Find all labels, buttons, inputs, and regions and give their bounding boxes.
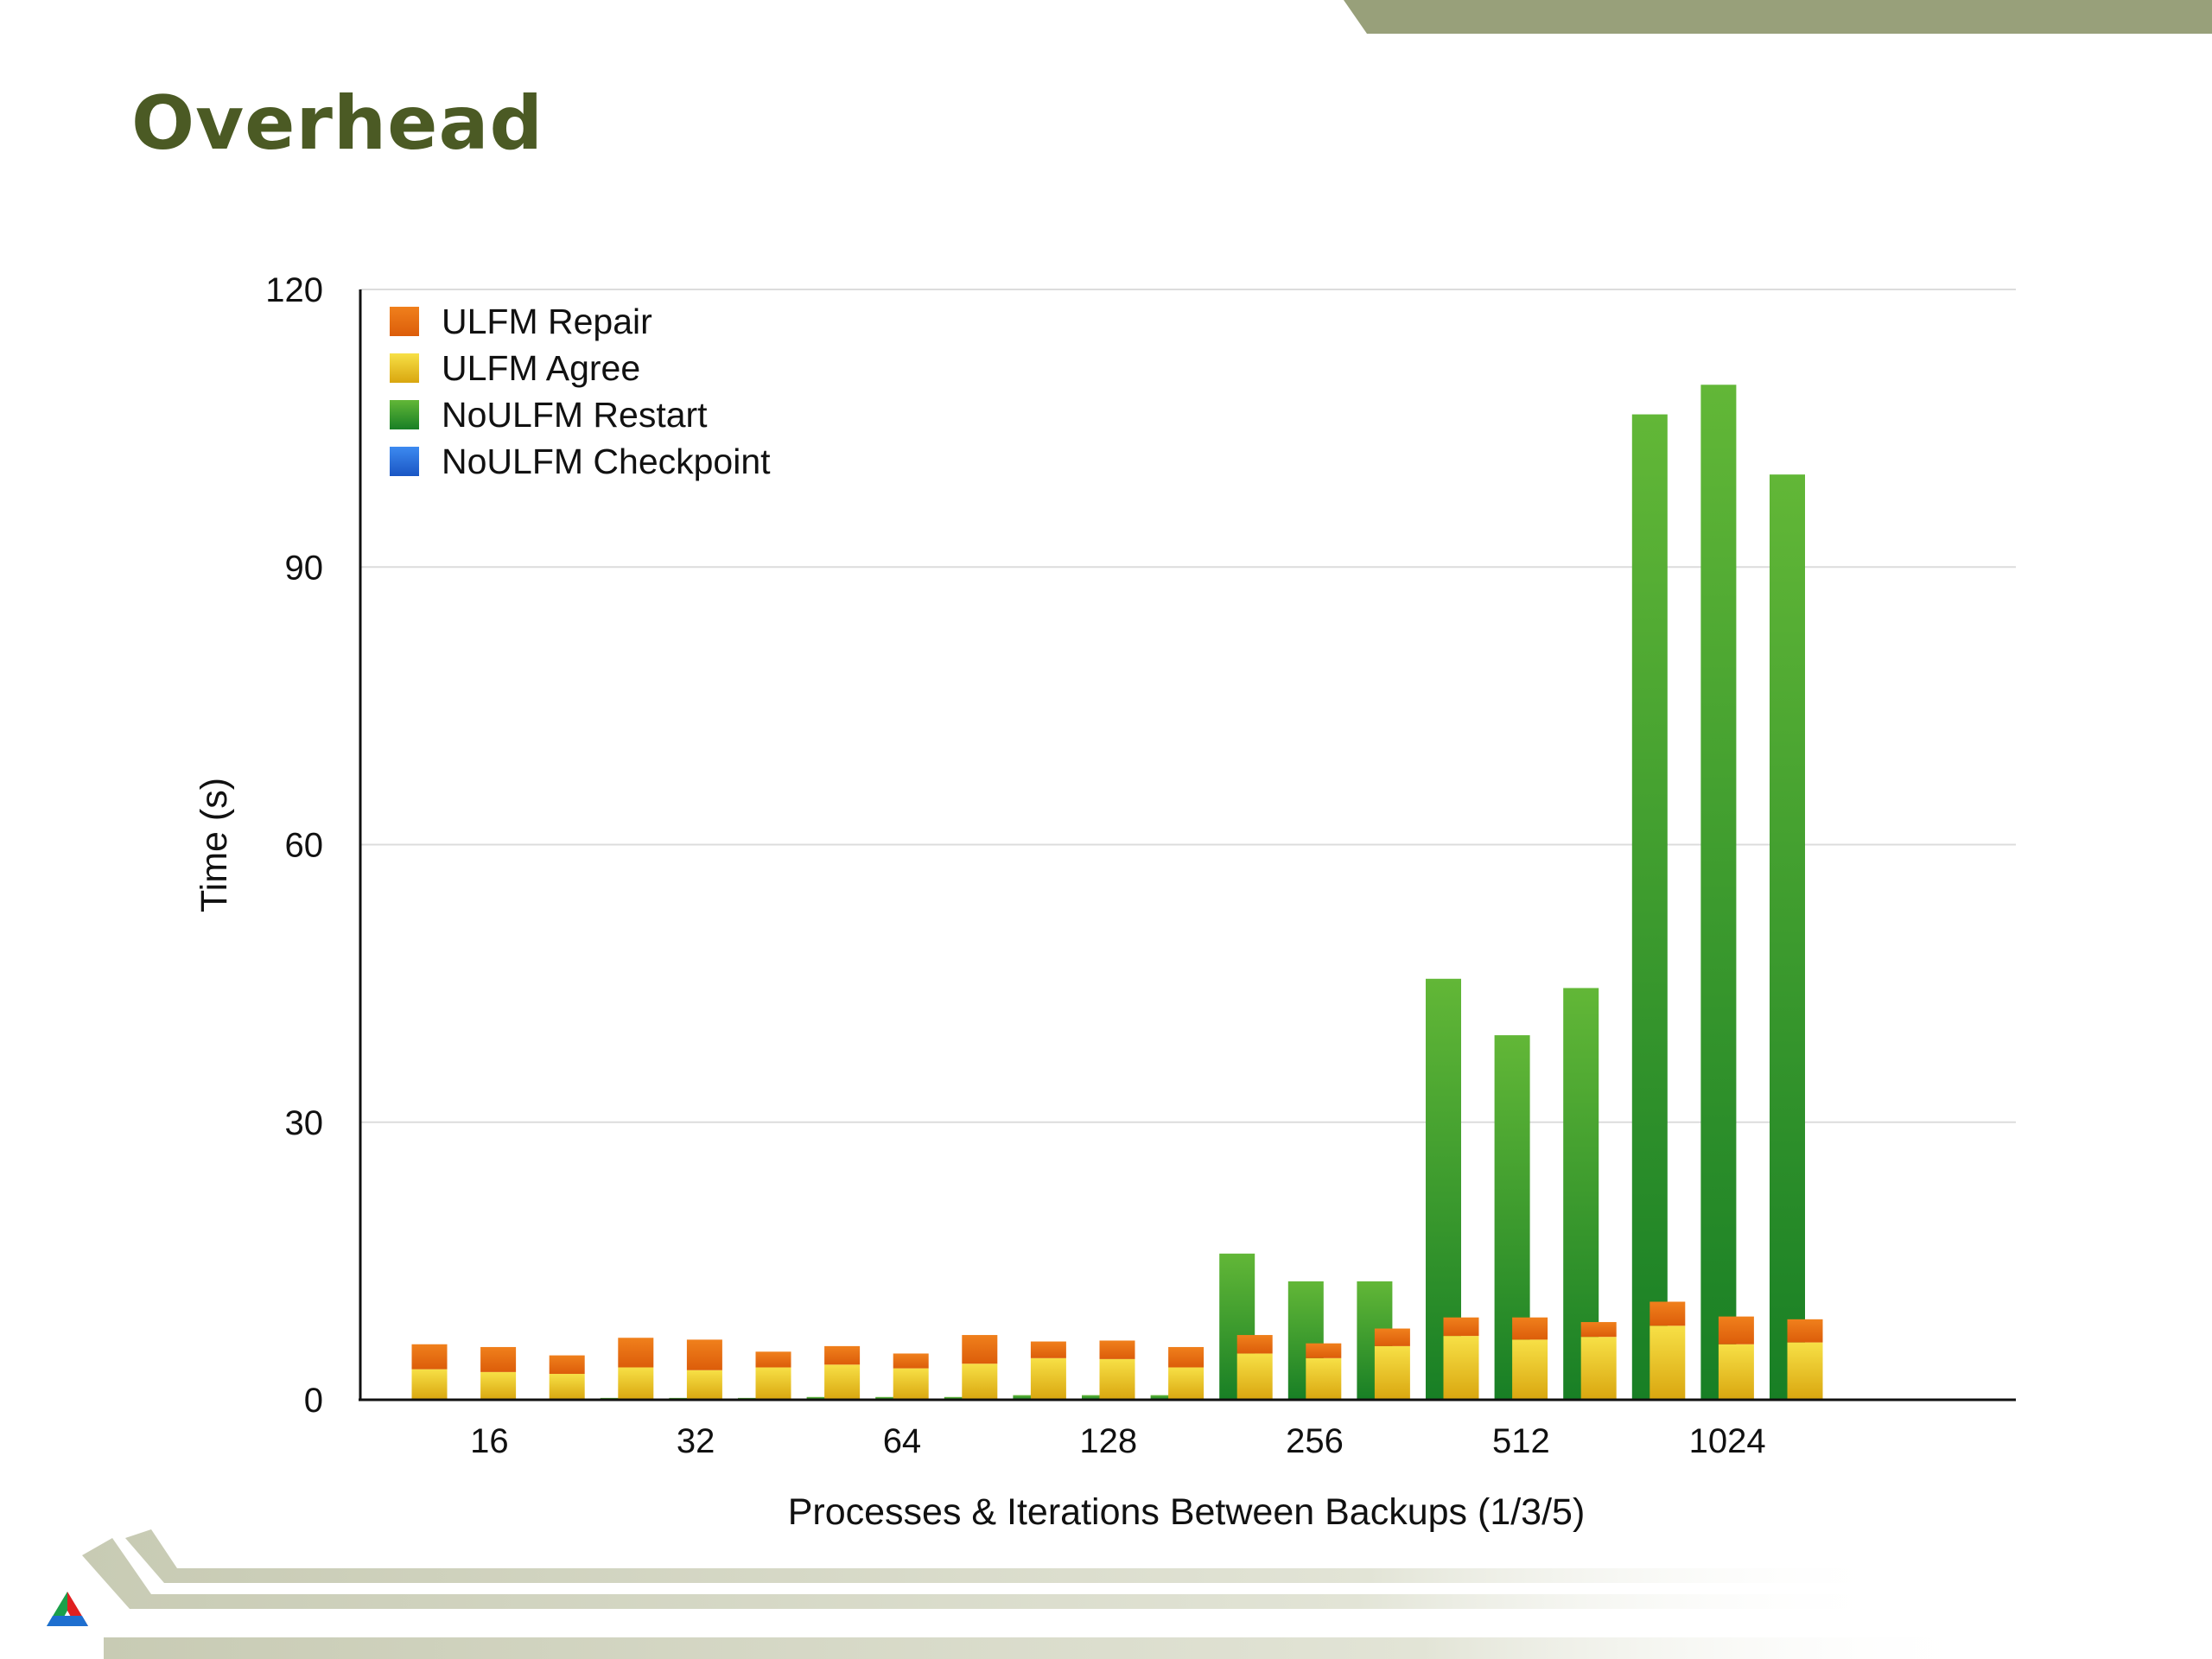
legend-label-noulfm-checkpoint: NoULFM Checkpoint	[442, 442, 771, 481]
bar-ulfm-agree	[1787, 1342, 1823, 1400]
bar-stack	[1770, 474, 1823, 1400]
y-tick-label: 30	[285, 1104, 324, 1142]
bar-ulfm-repair	[618, 1338, 654, 1368]
bar-ulfm-agree	[1030, 1357, 1066, 1400]
header-decoration-band	[1344, 0, 2212, 34]
bar-ulfm-repair	[1443, 1317, 1479, 1337]
bar-stack	[549, 1355, 585, 1400]
slide-title: Overhead	[131, 80, 544, 167]
bar-stack	[411, 1344, 448, 1400]
bar-ulfm-repair	[1030, 1341, 1066, 1358]
legend-label-ulfm-agree: ULFM Agree	[442, 348, 640, 388]
legend-swatch-ulfm-repair	[390, 307, 419, 336]
bar-noulfm-restart	[1631, 414, 1668, 1400]
bar-noulfm-restart	[1770, 474, 1805, 1400]
x-tick-label: 512	[1492, 1422, 1550, 1460]
legend-swatch-ulfm-agree	[390, 353, 419, 383]
bar-ulfm-agree	[824, 1364, 861, 1400]
bar-ulfm-repair	[1649, 1301, 1686, 1326]
bar-stack	[1494, 1035, 1548, 1400]
bar-ulfm-agree	[1099, 1358, 1135, 1400]
bar-ulfm-repair	[1787, 1319, 1823, 1343]
bar-ulfm-agree	[686, 1370, 722, 1400]
x-tick-label: 128	[1079, 1422, 1137, 1460]
bar-ulfm-repair	[1099, 1340, 1135, 1359]
gridlines	[360, 289, 2016, 1123]
bar-ulfm-repair	[1580, 1322, 1617, 1338]
bar-ulfm-repair	[824, 1345, 861, 1365]
bar-ulfm-agree	[1168, 1367, 1205, 1400]
legend: ULFM Repair ULFM Agree NoULFM Restart NoULF…	[390, 302, 771, 481]
bar-ulfm-repair	[686, 1339, 722, 1370]
y-tick-label: 60	[285, 827, 324, 865]
bar-ulfm-repair	[480, 1346, 517, 1372]
bar-ulfm-agree	[755, 1367, 791, 1400]
x-tick-label: 256	[1286, 1422, 1344, 1460]
bar-ulfm-agree	[480, 1371, 517, 1400]
y-tick-label: 0	[304, 1382, 323, 1420]
bar-ulfm-repair	[755, 1351, 791, 1368]
bar-ulfm-agree	[1512, 1339, 1548, 1400]
y-tick-label: 90	[285, 549, 324, 587]
bar-stack	[1013, 1341, 1066, 1400]
bar-ulfm-agree	[411, 1369, 448, 1400]
bar-ulfm-agree	[893, 1368, 929, 1400]
bar-ulfm-agree	[1306, 1357, 1342, 1400]
bar-ulfm-agree	[1718, 1344, 1754, 1400]
bar-stack	[480, 1346, 517, 1400]
bar-ulfm-agree	[1374, 1345, 1410, 1400]
bar-ulfm-repair	[1236, 1335, 1273, 1354]
bar-ulfm-repair	[411, 1344, 448, 1370]
y-tick-label: 120	[265, 271, 323, 309]
bar-ulfm-agree	[1236, 1353, 1273, 1400]
bar-ulfm-repair	[1374, 1328, 1410, 1346]
bar-stack	[806, 1345, 861, 1400]
bar-ulfm-repair	[962, 1335, 998, 1364]
bar-stack	[1219, 1253, 1273, 1400]
footer-decoration	[82, 1529, 1987, 1659]
bar-ulfm-agree	[549, 1374, 585, 1400]
legend-swatch-noulfm-checkpoint	[390, 447, 419, 476]
legend-label-noulfm-restart: NoULFM Restart	[442, 395, 708, 435]
x-tick-label: 32	[677, 1422, 715, 1460]
bar-ulfm-agree	[1649, 1325, 1686, 1400]
bar-stack	[1082, 1340, 1135, 1400]
bar-stack	[1357, 1281, 1410, 1400]
bar-stack	[875, 1353, 929, 1400]
bar-ulfm-repair	[1168, 1346, 1205, 1368]
bar-stack	[738, 1351, 791, 1400]
legend-swatch-noulfm-restart	[390, 400, 419, 429]
bar-stack	[944, 1335, 998, 1400]
bar-ulfm-repair	[1306, 1343, 1342, 1358]
bar-groups	[411, 385, 1823, 1400]
bar-stack	[669, 1339, 722, 1400]
bar-stack	[1426, 978, 1479, 1400]
bar-ulfm-repair	[893, 1353, 929, 1369]
x-tick-label: 1024	[1689, 1422, 1766, 1460]
bar-ulfm-repair	[549, 1355, 585, 1375]
bar-stack	[1700, 385, 1754, 1400]
bar-ulfm-agree	[618, 1367, 654, 1400]
bar-stack	[600, 1338, 654, 1400]
bar-ulfm-agree	[962, 1363, 998, 1400]
bar-ulfm-repair	[1718, 1316, 1754, 1344]
bar-stack	[1563, 988, 1617, 1400]
x-axis-title: Processes & Iterations Between Backups (…	[788, 1491, 1586, 1533]
x-tick-label: 64	[883, 1422, 922, 1460]
y-axis-title: Time (s)	[194, 778, 235, 912]
bar-ulfm-agree	[1580, 1337, 1617, 1400]
legend-label-ulfm-repair: ULFM Repair	[442, 302, 652, 341]
axes	[359, 289, 2016, 1402]
bar-ulfm-repair	[1512, 1317, 1548, 1340]
bar-stack	[1150, 1346, 1205, 1400]
x-tick-label: 16	[470, 1422, 509, 1460]
bar-stack	[1287, 1281, 1342, 1400]
bar-ulfm-agree	[1443, 1336, 1479, 1400]
bar-stack	[1631, 414, 1686, 1400]
tick-labels: 0 30 60 90 120 16 32 64 128 256 512 1024	[265, 271, 1765, 1460]
bar-noulfm-restart	[1700, 385, 1737, 1400]
argonne-logo	[47, 1592, 88, 1626]
